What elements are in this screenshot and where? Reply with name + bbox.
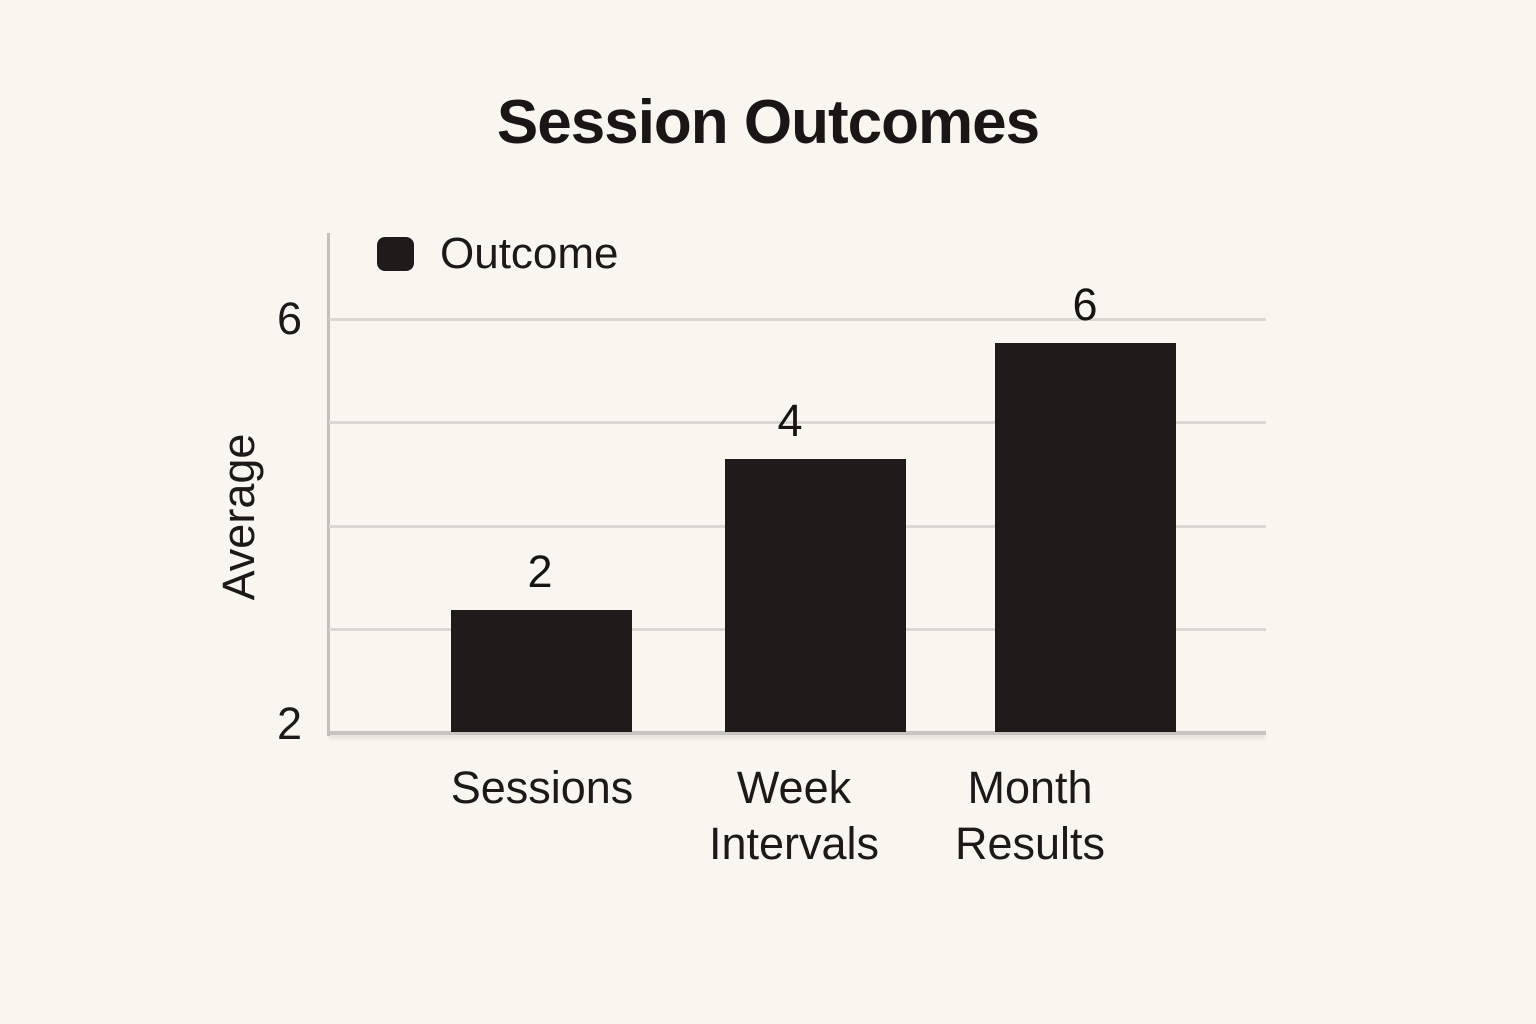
bar-month-results xyxy=(995,342,1176,732)
gridline xyxy=(329,318,1266,321)
gridline xyxy=(329,421,1266,425)
chart-title: Session Outcomes xyxy=(496,88,1040,157)
x-axis-label-sessions: Sessions xyxy=(450,762,634,813)
bar-value-label-month-results: 6 xyxy=(1072,278,1098,330)
y-axis-title: Average xyxy=(213,433,264,601)
legend: Outcome xyxy=(377,229,619,278)
bar-sessions xyxy=(451,610,632,732)
y-tick-label-6: 6 xyxy=(276,293,302,344)
bar-value-label-sessions: 2 xyxy=(527,546,553,598)
bar-value-label-week-intervals: 4 xyxy=(777,395,803,447)
plot-area: 2 4 6 xyxy=(329,282,1266,735)
legend-label-outcome: Outcome xyxy=(440,229,619,278)
y-axis-line xyxy=(327,233,330,736)
y-tick-label-2: 2 xyxy=(276,698,302,749)
x-axis-label-month-results: Month Results xyxy=(954,762,1106,869)
legend-swatch-icon xyxy=(377,237,414,271)
x-axis-label-week-intervals: Week Intervals xyxy=(708,762,880,869)
x-axis-line xyxy=(329,731,1266,735)
bar-week-intervals xyxy=(725,459,906,732)
